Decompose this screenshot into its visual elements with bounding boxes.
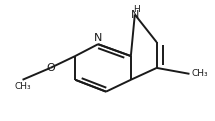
Text: CH₃: CH₃: [14, 82, 31, 91]
Text: CH₃: CH₃: [192, 69, 208, 78]
Text: N: N: [131, 10, 139, 19]
Text: O: O: [46, 63, 55, 73]
Text: N: N: [94, 33, 102, 43]
Text: H: H: [134, 5, 140, 14]
